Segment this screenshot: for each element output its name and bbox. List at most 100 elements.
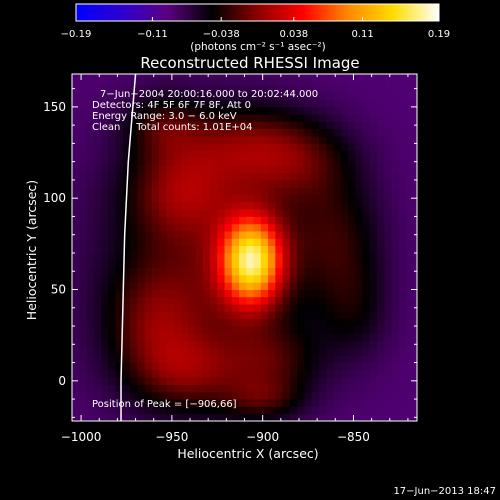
heatmap-cell bbox=[224, 406, 233, 415]
heatmap-cell bbox=[195, 340, 204, 349]
heatmap-cell bbox=[406, 252, 414, 261]
heatmap-cell bbox=[413, 318, 417, 327]
heatmap-cell bbox=[391, 238, 400, 247]
heatmap-cell bbox=[268, 136, 276, 144]
heatmap-cell bbox=[210, 399, 218, 407]
heatmap-cell bbox=[289, 340, 298, 349]
heatmap-cell bbox=[115, 201, 124, 210]
heatmap-cell bbox=[282, 84, 291, 93]
heatmap-cell bbox=[333, 267, 342, 276]
heatmap-cell bbox=[398, 406, 407, 415]
heatmap-cell bbox=[86, 311, 95, 320]
heatmap-cell bbox=[282, 399, 291, 407]
heatmap-cell bbox=[275, 333, 284, 342]
heatmap-cell bbox=[326, 209, 334, 217]
heatmap-cell bbox=[151, 106, 160, 115]
heatmap-cell bbox=[355, 326, 363, 334]
heatmap-cell bbox=[101, 121, 109, 130]
heatmap-cell bbox=[231, 84, 240, 93]
heatmap-cell bbox=[340, 223, 349, 232]
heatmap-cell bbox=[166, 355, 175, 363]
heatmap-cell bbox=[268, 347, 276, 356]
heatmap-cell bbox=[130, 399, 138, 407]
heatmap-cell bbox=[377, 260, 385, 268]
heatmap-cell bbox=[406, 347, 414, 356]
heatmap-cell bbox=[398, 384, 407, 393]
heatmap-cell bbox=[210, 114, 218, 122]
heatmap-cell bbox=[260, 223, 269, 232]
heatmap-cell bbox=[108, 187, 116, 195]
heatmap-cell bbox=[260, 340, 269, 349]
heatmap-cell bbox=[122, 245, 131, 254]
heatmap-cell bbox=[195, 165, 204, 174]
heatmap-cell bbox=[384, 406, 392, 415]
heatmap-cell bbox=[398, 304, 407, 312]
heatmap-cell bbox=[391, 106, 400, 115]
heatmap-cell bbox=[246, 172, 254, 181]
heatmap-cell bbox=[297, 209, 305, 217]
heatmap-cell bbox=[137, 121, 146, 130]
heatmap-cell bbox=[246, 391, 254, 400]
heatmap-cell bbox=[217, 333, 225, 342]
heatmap-cell bbox=[282, 406, 291, 415]
heatmap-cell bbox=[348, 165, 356, 174]
heatmap-cell bbox=[188, 223, 196, 232]
colorbar-tick-label: 0.11 bbox=[351, 29, 373, 40]
heatmap-cell bbox=[180, 362, 189, 371]
heatmap-cell bbox=[231, 384, 240, 393]
heatmap-cell bbox=[239, 92, 247, 100]
heatmap-cell bbox=[246, 252, 254, 261]
heatmap-cell bbox=[122, 158, 131, 166]
heatmap-cell bbox=[195, 413, 204, 421]
heatmap-cell bbox=[108, 355, 116, 363]
heatmap-cell bbox=[130, 260, 138, 268]
heatmap-cell bbox=[413, 128, 417, 137]
heatmap-cell bbox=[130, 121, 138, 130]
heatmap-cell bbox=[406, 209, 414, 217]
heatmap-cell bbox=[86, 362, 95, 371]
heatmap-cell bbox=[297, 150, 305, 159]
heatmap-cell bbox=[93, 158, 102, 166]
heatmap-cell bbox=[137, 165, 146, 174]
heatmap-cell bbox=[122, 209, 131, 217]
heatmap-cell bbox=[195, 99, 204, 108]
heatmap-cell bbox=[166, 209, 175, 217]
heatmap-cell bbox=[398, 121, 407, 130]
heatmap-cell bbox=[268, 179, 276, 188]
heatmap-cell bbox=[362, 311, 371, 320]
heatmap-cell bbox=[173, 106, 182, 115]
heatmap-cell bbox=[130, 74, 138, 79]
heatmap-cell bbox=[318, 172, 327, 181]
heatmap-cell bbox=[224, 369, 233, 378]
heatmap-cell bbox=[108, 216, 116, 225]
heatmap-cell bbox=[282, 143, 291, 152]
heatmap-cell bbox=[297, 114, 305, 122]
heatmap-cell bbox=[268, 391, 276, 400]
heatmap-cell bbox=[289, 231, 298, 239]
heatmap-cell bbox=[326, 99, 334, 108]
heatmap-cell bbox=[355, 143, 363, 152]
heatmap-cell bbox=[188, 201, 196, 210]
heatmap-cell bbox=[333, 172, 342, 181]
heatmap-cell bbox=[202, 165, 211, 174]
heatmap-cell bbox=[268, 106, 276, 115]
heatmap-cell bbox=[260, 391, 269, 400]
heatmap-cell bbox=[406, 136, 414, 144]
heatmap-cell bbox=[377, 311, 385, 320]
heatmap-cell bbox=[195, 187, 204, 195]
heatmap-cell bbox=[93, 267, 102, 276]
heatmap-cell bbox=[122, 92, 131, 100]
heatmap-cell bbox=[246, 245, 254, 254]
heatmap-cell bbox=[326, 289, 334, 298]
heatmap-cell bbox=[239, 143, 247, 152]
heatmap-cell bbox=[72, 77, 80, 86]
heatmap-cell bbox=[86, 172, 95, 181]
heatmap-cell bbox=[326, 406, 334, 415]
heatmap-cell bbox=[202, 216, 211, 225]
heatmap-cell bbox=[311, 92, 320, 100]
heatmap-cell bbox=[384, 187, 392, 195]
heatmap-cell bbox=[282, 99, 291, 108]
heatmap-cell bbox=[304, 340, 313, 349]
heatmap-cell bbox=[318, 92, 327, 100]
heatmap-cell bbox=[210, 209, 218, 217]
